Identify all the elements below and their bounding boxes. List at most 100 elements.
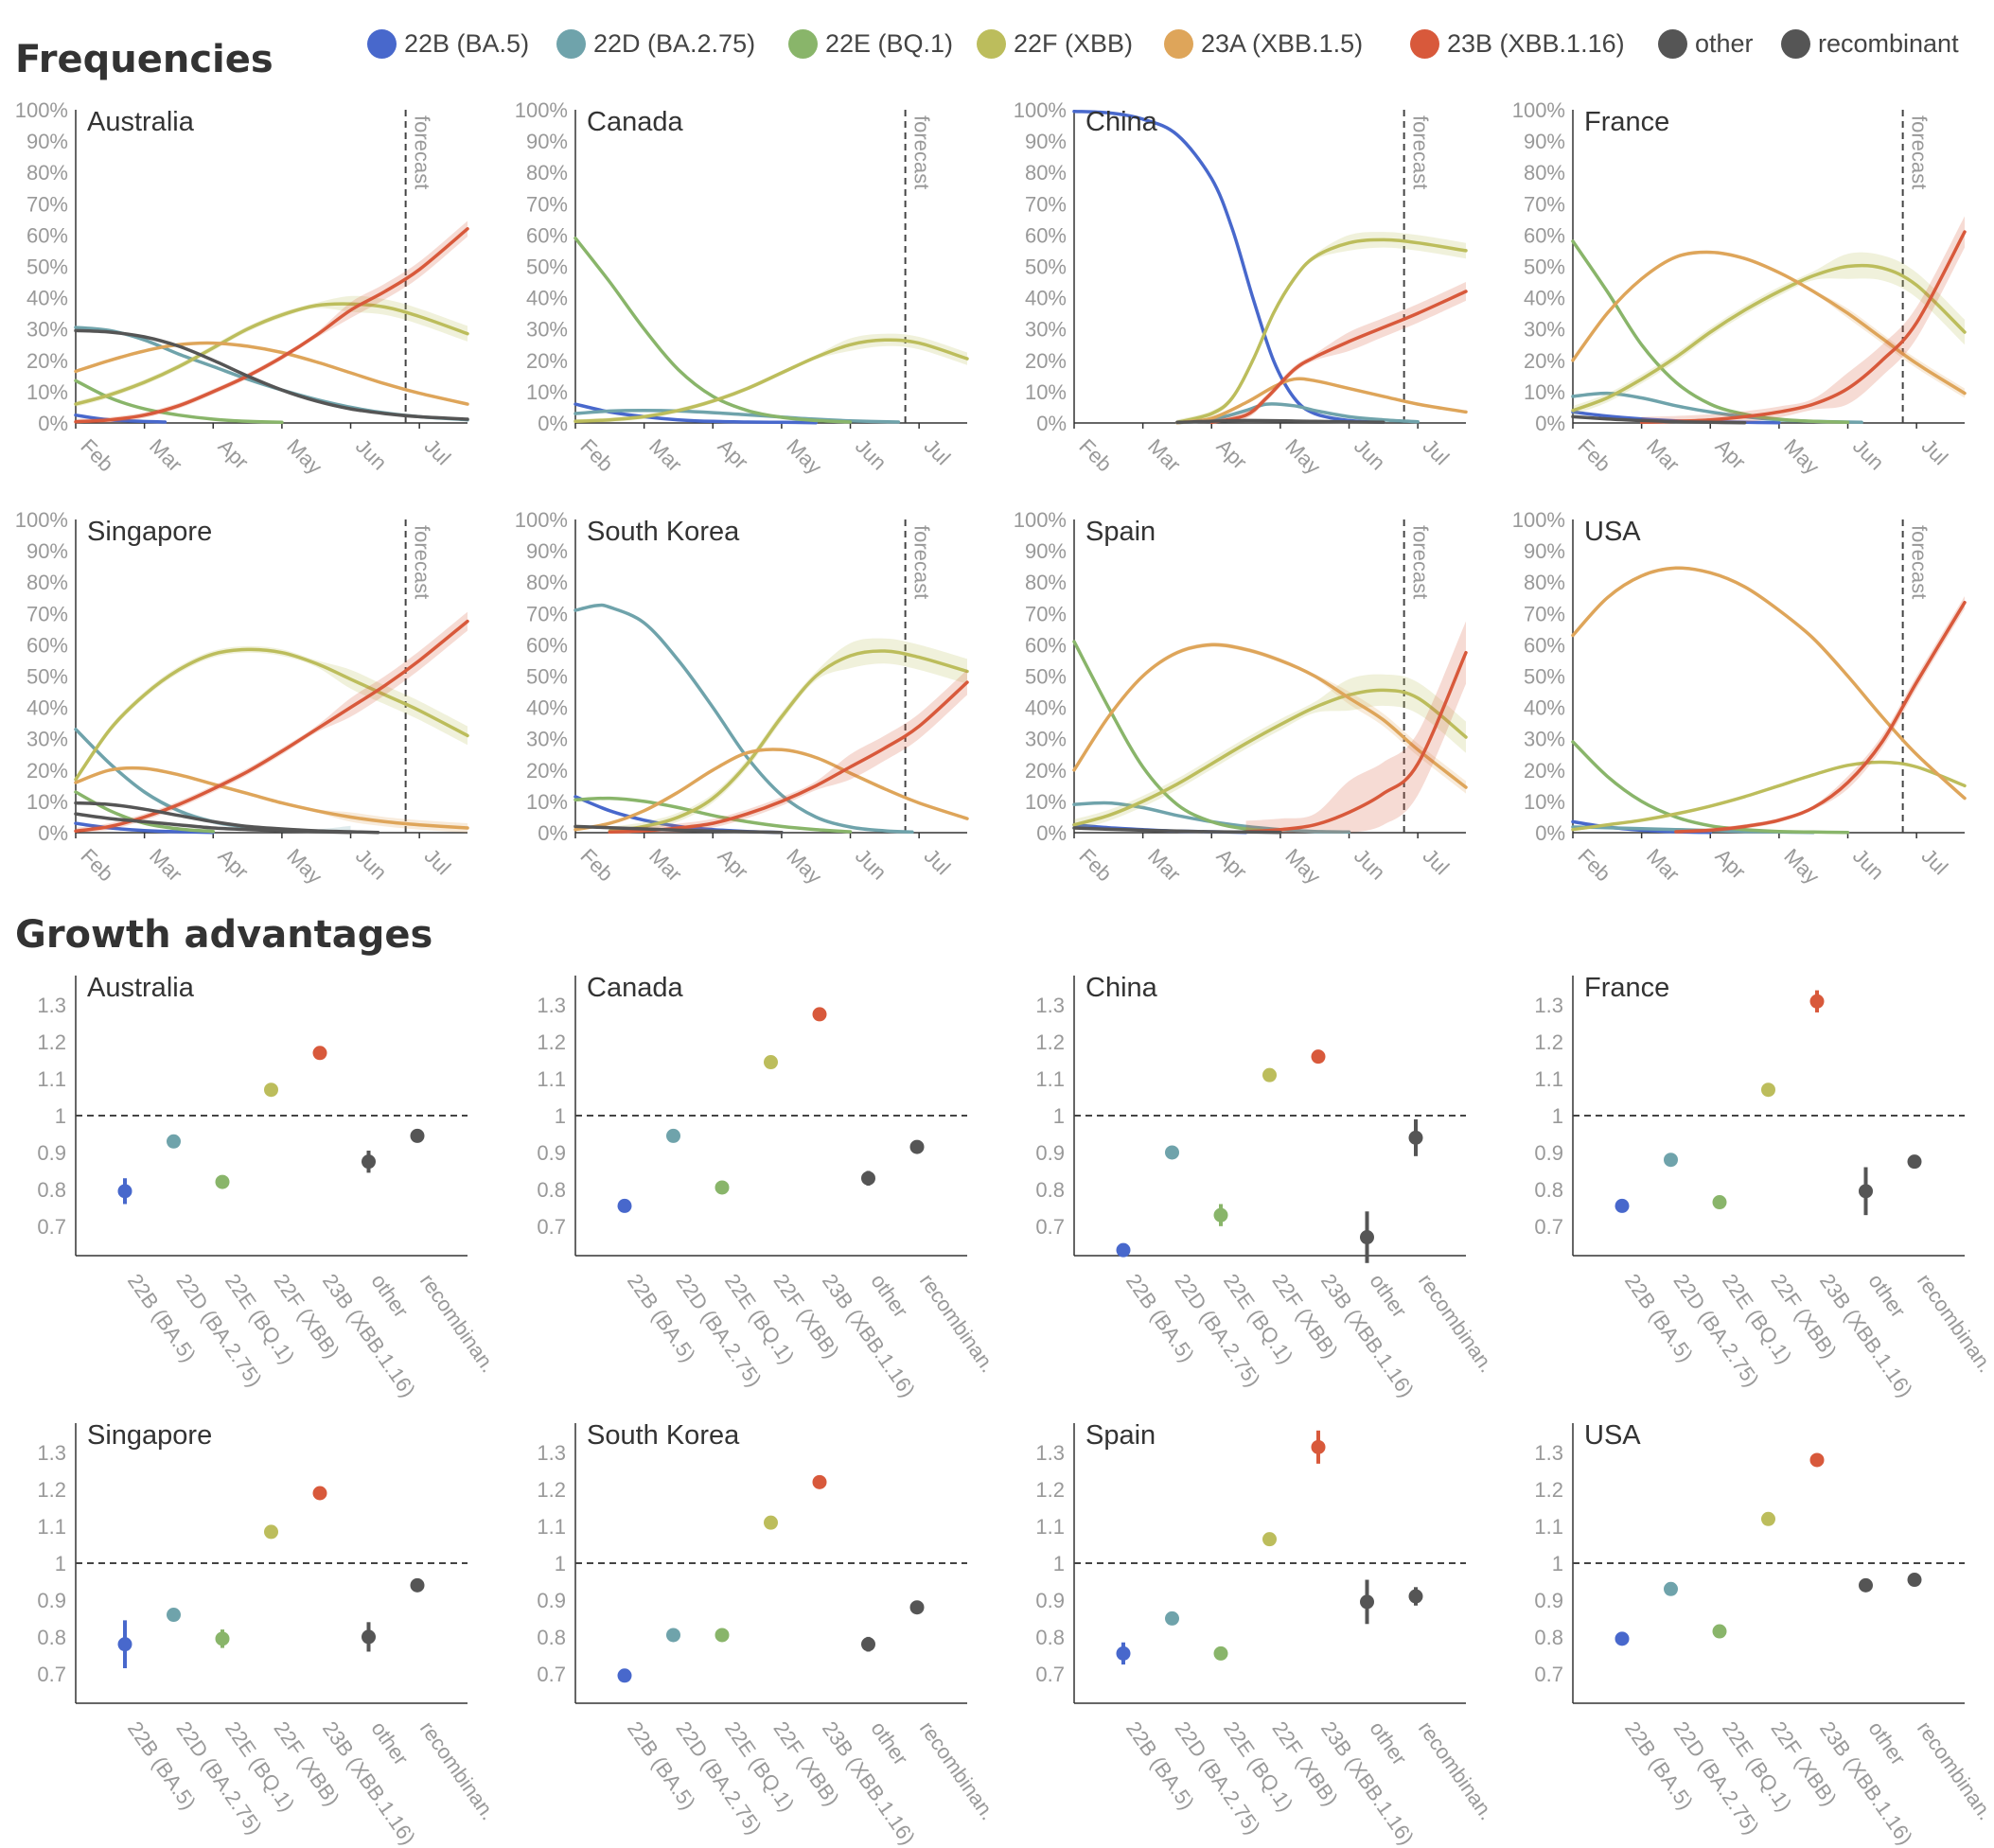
series-line [1175,418,1385,425]
x-tick-label: Mar [1642,434,1684,476]
forecast-label: forecast [1908,115,1932,189]
y-tick-label: 0.8 [1534,1178,1563,1202]
series-line [608,649,969,834]
y-tick-label: 0.8 [1534,1626,1563,1649]
y-tick-label: 90% [1524,130,1565,153]
data-point [117,1637,132,1652]
series-band [1245,621,1466,834]
panel-title: Singapore [87,517,212,547]
legend-item: other [1658,26,1754,61]
x-tick-label: Mar [1143,844,1185,886]
series-line [74,341,469,406]
y-tick-label: 40% [1524,696,1565,720]
y-tick-label: 70% [1524,602,1565,625]
x-tick-label: recombinan. [915,1717,1000,1825]
x-tick-label: Jun [1848,844,1889,885]
y-tick-label: 100% [1014,98,1067,122]
panel-title: France [1584,973,1669,1003]
series-line [74,378,284,425]
series-line [74,766,469,830]
series-band [1074,642,1466,794]
series-line [74,728,353,835]
legend-item: 22E (BQ.1) [788,26,953,61]
x-tick-label: Jul [1917,844,1953,880]
x-tick-label: recombinan. [1913,1717,1994,1825]
y-tick-label: 0% [538,412,568,435]
data-point [1262,1067,1277,1082]
series-line [1175,238,1468,425]
data-point [362,1629,376,1645]
y-tick-label: 100% [1512,98,1565,122]
y-tick-label: 90% [526,130,568,153]
series-line [573,796,853,834]
x-tick-label: Apr [1212,844,1252,884]
y-tick-label: 40% [26,696,68,720]
y-tick-label: 30% [1524,318,1565,342]
x-tick-label: Feb [1573,844,1615,886]
y-tick-label: 70% [26,192,68,216]
data-point [1664,1153,1678,1168]
y-tick-label: 50% [526,255,568,279]
y-tick-label: 80% [1025,571,1067,594]
frequencies-title: Frequencies [15,38,274,81]
x-tick-label: Apr [214,434,254,474]
y-tick-label: 40% [1025,287,1067,310]
x-tick-label: May [1280,434,1325,479]
series-line [1571,239,1850,425]
data-point [1907,1154,1922,1170]
y-tick-label: 1.2 [37,1030,66,1054]
series-band [609,638,967,833]
legend-item: 23A (XBB.1.5) [1164,26,1363,61]
y-tick-label: 0% [1036,821,1067,845]
y-tick-label: 100% [1512,508,1565,532]
legend-label: 22B (BA.5) [404,28,530,58]
data-point [264,1082,278,1098]
series-band [1641,216,1965,424]
y-tick-label: 0% [38,412,68,435]
y-tick-label: 20% [526,759,568,783]
x-tick-label: Feb [1074,434,1116,476]
x-tick-label: other [366,1717,413,1769]
legend-item: 22F (XBB) [977,26,1133,61]
data-point [909,1139,925,1154]
data-point [1761,1511,1775,1526]
x-tick-label: Apr [714,844,753,884]
x-tick-label: May [1779,844,1824,889]
growth-advantages-title: Growth advantages [15,913,433,957]
y-tick-label: 0.8 [537,1178,566,1202]
y-tick-label: 1.1 [1534,1067,1563,1091]
frequency-panel: 0% 10% 20% 30% 40% 50% 60% 70% 80% 90% 100% Feb Mar A… [15,98,469,479]
data-point [1262,1532,1277,1547]
y-tick-label: 10% [526,790,568,814]
y-tick-label: 1.2 [1035,1478,1065,1502]
frequency-panel: 0% 10% 20% 30% 40% 50% 60% 70% 80% 90% 100% Feb Mar A… [1512,98,1967,479]
y-tick-label: 1 [1552,1104,1563,1128]
data-point [1712,1195,1727,1210]
y-tick-label: 90% [526,539,568,563]
data-point [1664,1581,1678,1596]
x-tick-label: Jul [420,434,456,470]
x-tick-label: other [366,1270,413,1322]
series-line [74,619,469,834]
y-tick-label: 60% [26,633,68,657]
series-line [1072,640,1282,834]
y-tick-label: 0.8 [37,1626,66,1649]
series-line [573,338,969,424]
y-tick-label: 70% [1524,192,1565,216]
y-tick-label: 70% [526,602,568,625]
panel-title: Spain [1085,517,1156,547]
data-point [764,1055,778,1070]
forecast-label: forecast [1409,525,1433,599]
x-tick-label: Mar [644,434,686,476]
legend-swatch [367,28,397,59]
y-tick-label: 0% [538,821,568,845]
y-tick-label: 1.3 [1035,1441,1065,1465]
data-point [264,1524,278,1540]
data-point [909,1600,925,1615]
y-tick-label: 80% [26,571,68,594]
x-tick-label: May [782,844,826,889]
